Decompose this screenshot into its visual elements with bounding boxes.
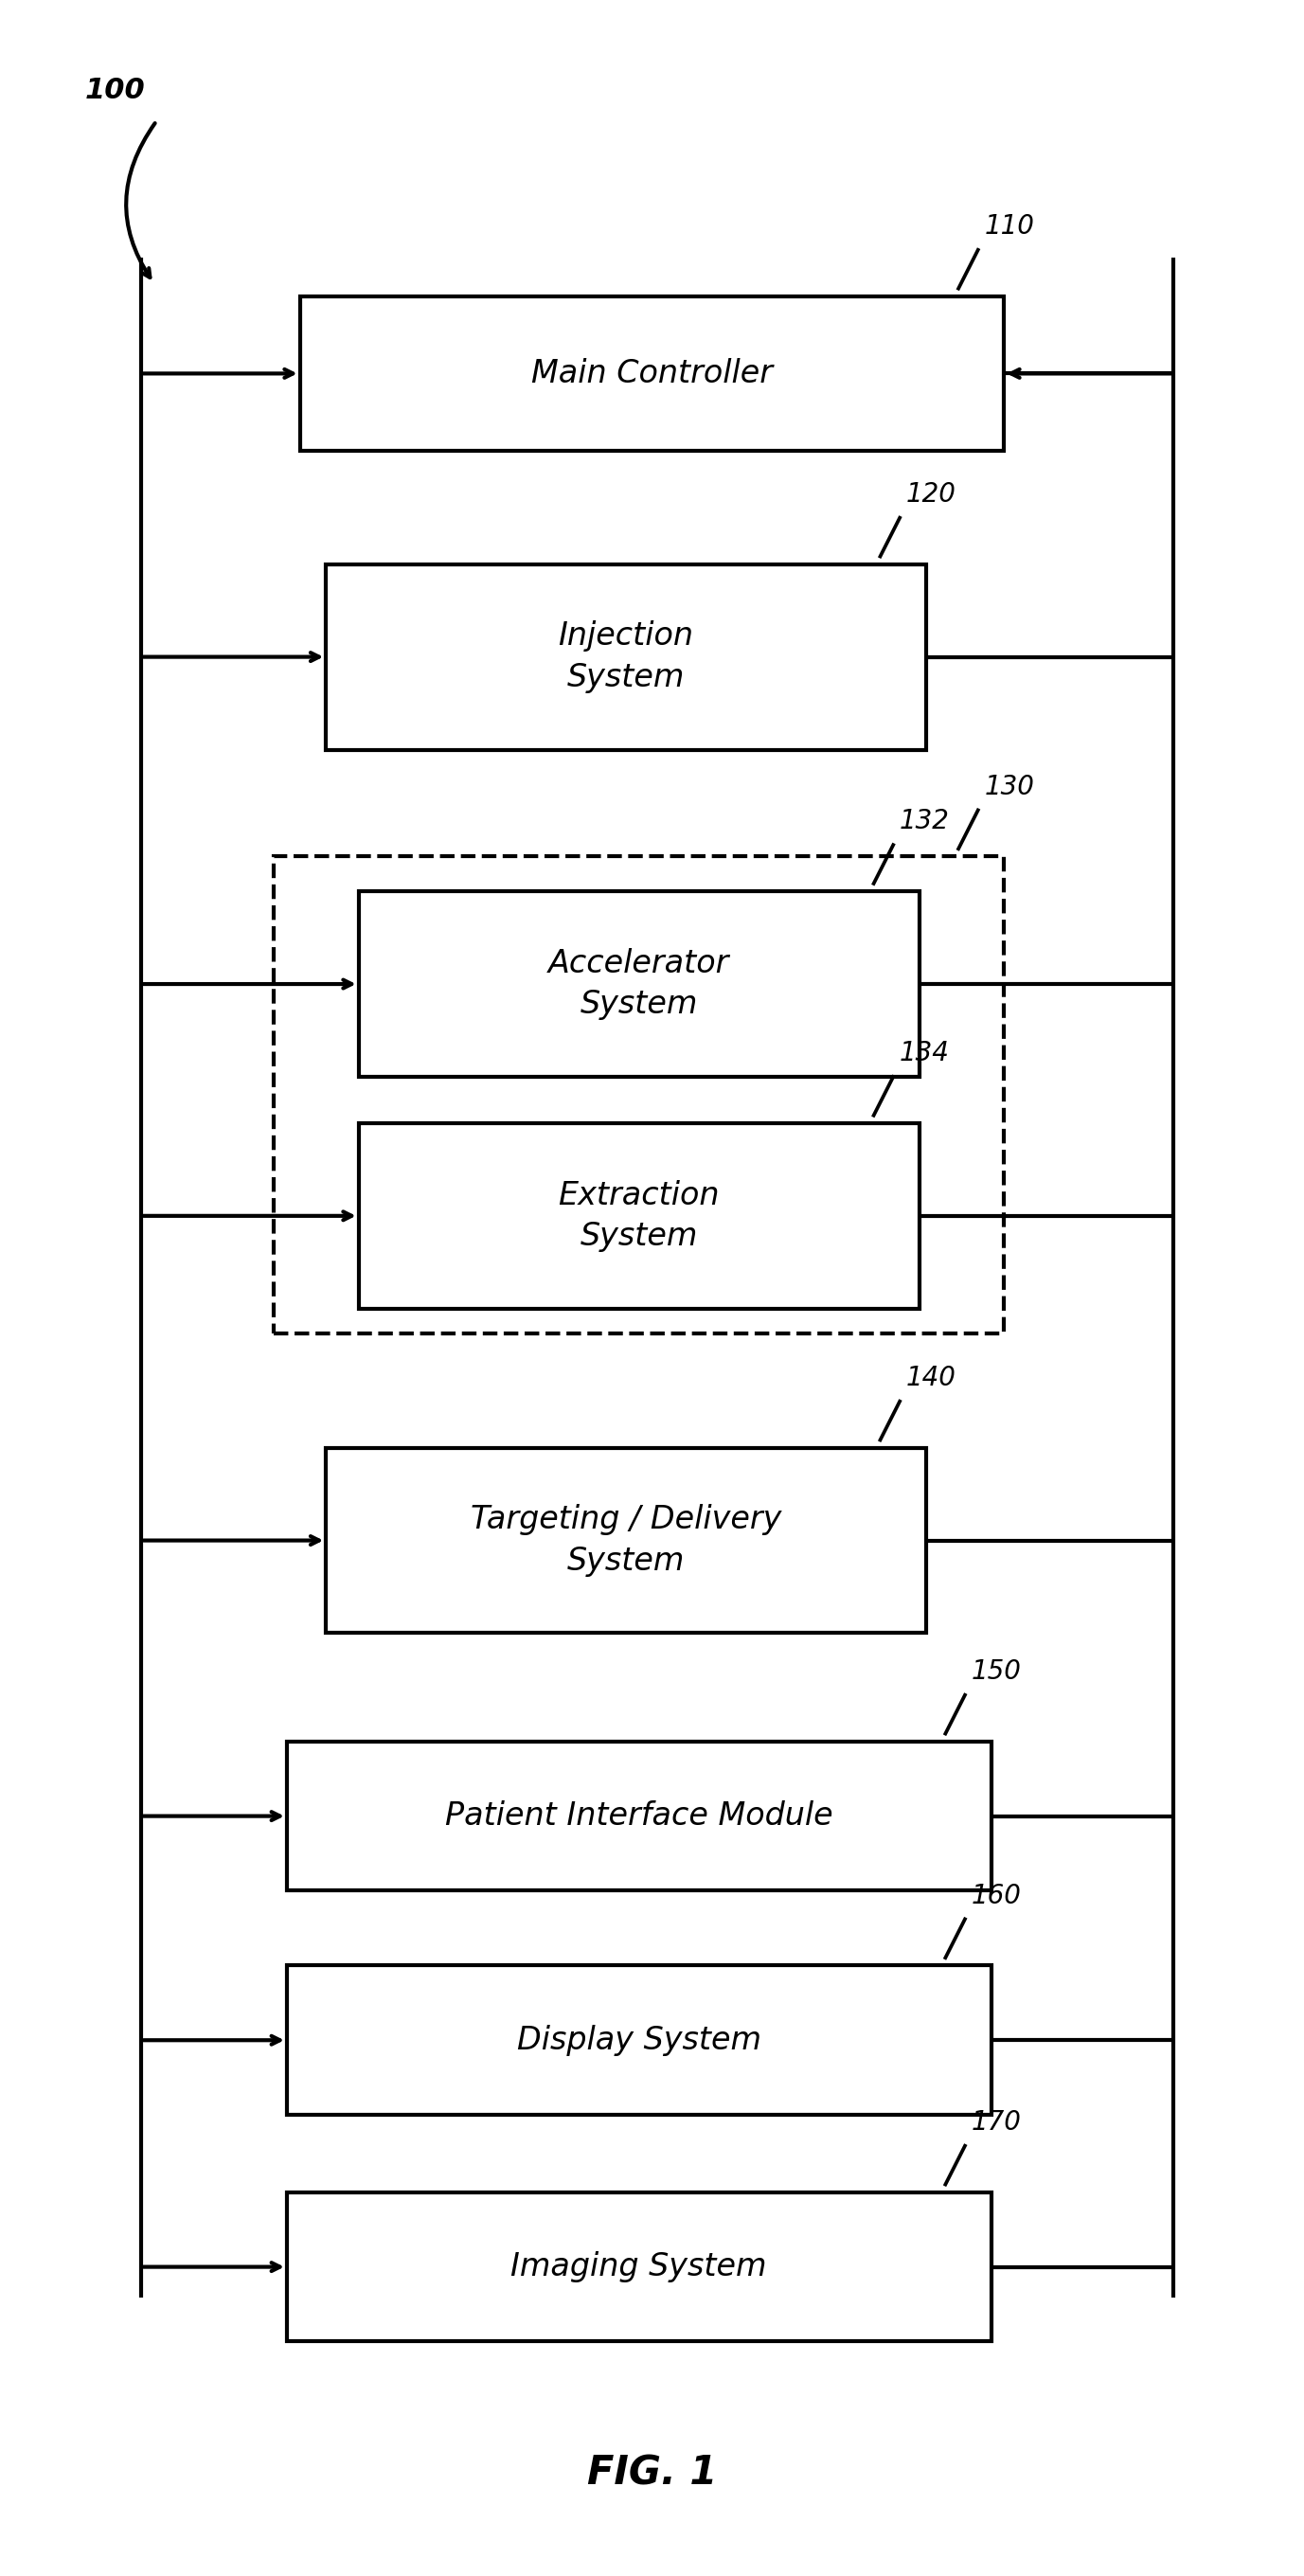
Text: FIG. 1: FIG. 1 — [587, 2452, 717, 2494]
Text: 132: 132 — [900, 809, 949, 835]
Text: 120: 120 — [906, 482, 956, 507]
Bar — [274, 855, 1004, 1334]
Text: 150: 150 — [971, 1659, 1021, 1685]
Text: 134: 134 — [900, 1041, 949, 1066]
Bar — [300, 296, 1004, 451]
Text: 140: 140 — [906, 1365, 956, 1391]
Text: 100: 100 — [85, 77, 145, 103]
Text: 160: 160 — [971, 1883, 1021, 1909]
Bar — [326, 564, 926, 750]
Bar — [359, 891, 919, 1077]
Text: Imaging System: Imaging System — [511, 2251, 767, 2282]
Bar — [287, 2192, 991, 2342]
Text: Main Controller: Main Controller — [531, 358, 773, 389]
Text: 110: 110 — [985, 214, 1034, 240]
Text: 170: 170 — [971, 2110, 1021, 2136]
Text: 130: 130 — [985, 773, 1034, 799]
Text: Accelerator
System: Accelerator System — [549, 948, 729, 1020]
Bar — [287, 1741, 991, 1891]
Text: Patient Interface Module: Patient Interface Module — [445, 1801, 833, 1832]
Bar — [326, 1448, 926, 1633]
Text: Injection
System: Injection System — [558, 621, 694, 693]
Bar — [287, 1965, 991, 2115]
Text: Extraction
System: Extraction System — [558, 1180, 720, 1252]
Bar — [359, 1123, 919, 1309]
Text: Display System: Display System — [516, 2025, 762, 2056]
Text: Targeting / Delivery
System: Targeting / Delivery System — [471, 1504, 781, 1577]
